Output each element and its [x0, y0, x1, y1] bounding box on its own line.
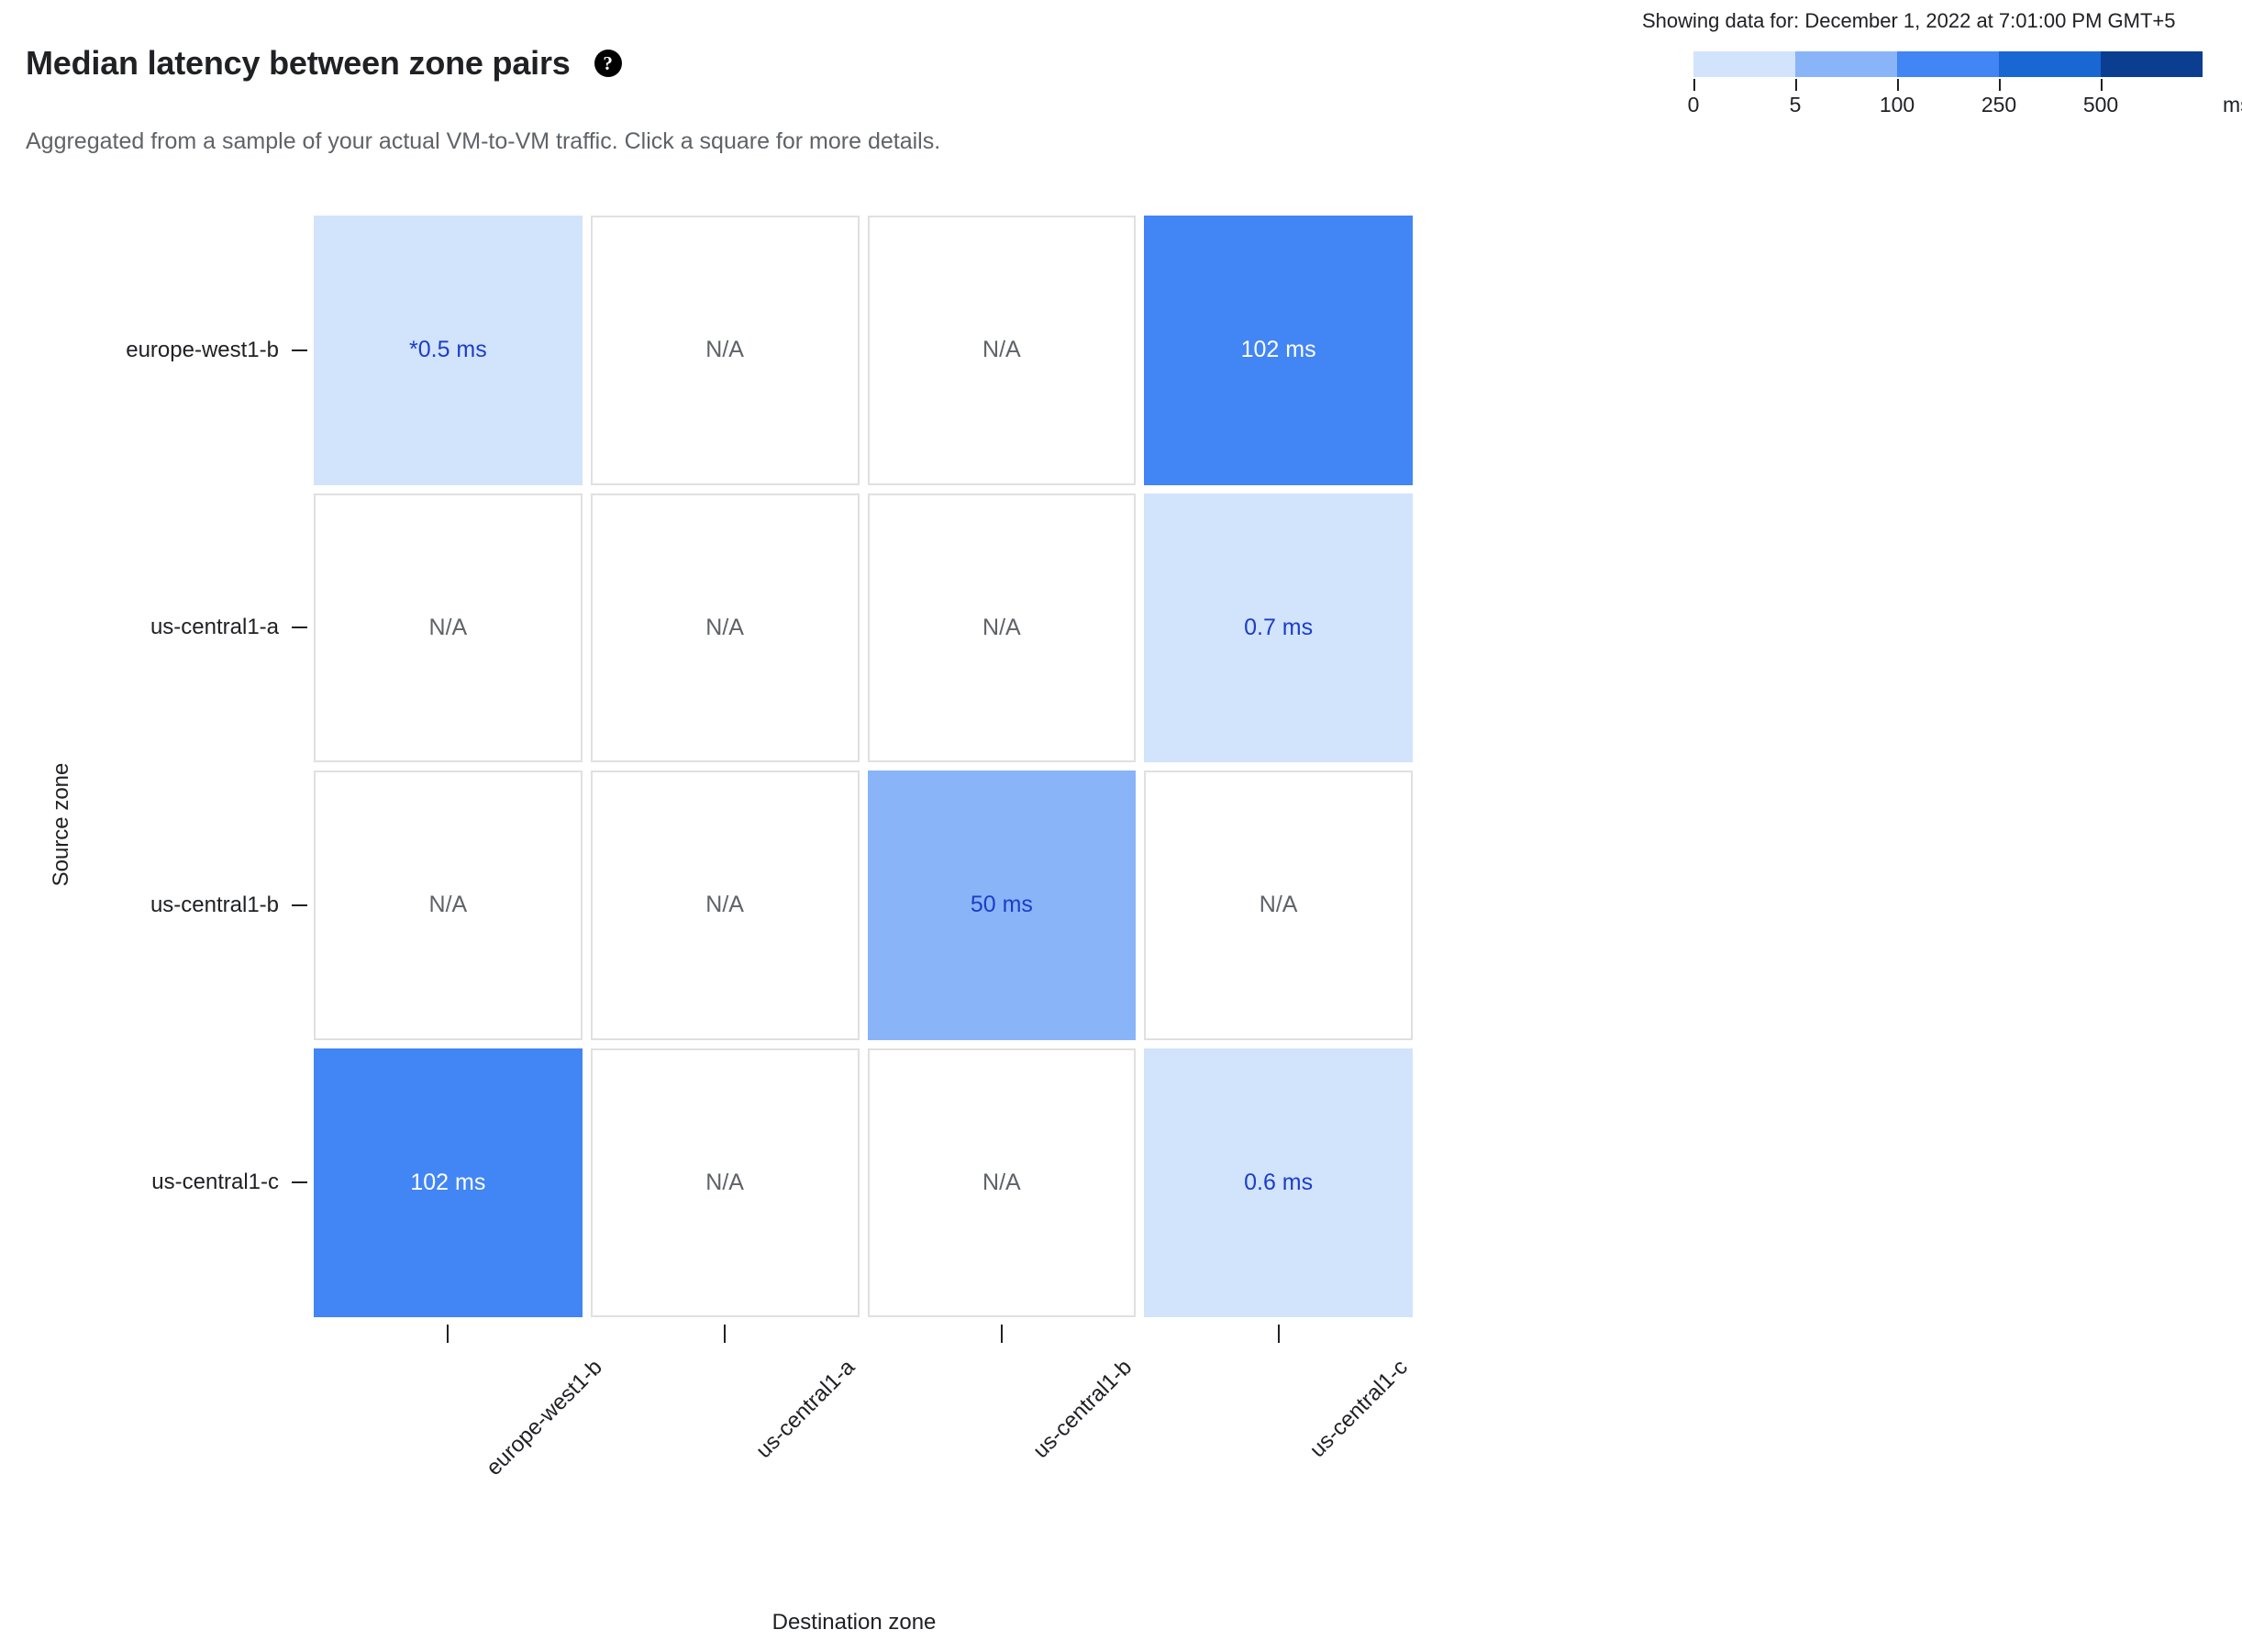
- y-axis-tick-mark: [292, 904, 307, 906]
- y-axis-tick-label: us-central1-c: [151, 1170, 279, 1195]
- heatmap-cell[interactable]: 102 ms: [314, 1048, 583, 1317]
- heatmap-grid: *0.5 ms N/A N/A 102 ms N/A N/A N/A 0.7 ms N/A N/A…: [314, 216, 1413, 1317]
- heatmap-cell[interactable]: N/A: [867, 1048, 1137, 1317]
- heatmap-cell[interactable]: N/A: [867, 216, 1137, 485]
- heatmap-cell[interactable]: N/A: [590, 493, 860, 762]
- legend-tick-label-4: 500: [2082, 93, 2119, 116]
- legend-tick-mark-0: [1693, 79, 1695, 91]
- header: Median latency between zone pairs ?: [26, 44, 622, 83]
- y-axis-tick-label: us-central1-b: [150, 892, 279, 917]
- heatmap-cell[interactable]: 102 ms: [1144, 216, 1413, 485]
- heatmap-cell[interactable]: N/A: [314, 771, 583, 1040]
- heatmap-cell[interactable]: N/A: [590, 771, 860, 1040]
- heatmap-cell[interactable]: N/A: [590, 216, 860, 485]
- x-axis-tick-label: us-central1-c: [1304, 1355, 1413, 1463]
- legend-tick-mark-4: [2101, 79, 2103, 91]
- x-axis-tick-label: europe-west1-b: [482, 1355, 608, 1481]
- y-axis-tick-label: us-central1-a: [150, 615, 279, 640]
- heatmap-cell[interactable]: N/A: [590, 1048, 860, 1317]
- legend-band-0: [1693, 51, 1795, 77]
- x-axis-tick-label: us-central1-a: [751, 1355, 860, 1464]
- legend-band-1: [1795, 51, 1897, 77]
- heatmap-cell[interactable]: N/A: [314, 493, 583, 762]
- legend-band-2: [1897, 51, 1999, 77]
- heatmap-cell[interactable]: 0.7 ms: [1144, 493, 1413, 762]
- legend-tick-mark-1: [1795, 79, 1797, 91]
- legend: Showing data for: December 1, 2022 at 7:…: [1635, 9, 2242, 124]
- legend-tick-labels: ms 0 5 100 250 500: [1688, 93, 2242, 124]
- legend-band-3: [1999, 51, 2101, 77]
- legend-tick-label-3: 250: [1981, 93, 2017, 116]
- legend-color-bands: [1693, 51, 2203, 77]
- heatmap-cell[interactable]: 0.6 ms: [1144, 1048, 1413, 1317]
- x-axis-tick-mark: [1277, 1325, 1280, 1343]
- page-title: Median latency between zone pairs: [26, 44, 571, 82]
- y-axis-title: Source zone: [49, 762, 73, 887]
- page-subtitle: Aggregated from a sample of your actual …: [26, 128, 941, 154]
- legend-unit-label: ms: [2223, 93, 2242, 116]
- legend-caption: Showing data for: December 1, 2022 at 7:…: [1642, 9, 2176, 32]
- legend-tick-mark-2: [1897, 79, 1899, 91]
- legend-tick-mark-3: [1999, 79, 2001, 91]
- heatmap-cell[interactable]: *0.5 ms: [314, 216, 583, 485]
- y-axis-tick-mark: [292, 1181, 307, 1184]
- x-axis-tick-mark: [447, 1325, 450, 1343]
- legend-tick-label-1: 5: [1789, 93, 1802, 116]
- y-axis-tick-label: europe-west1-b: [126, 337, 279, 362]
- y-axis-tick-mark: [292, 349, 307, 351]
- y-axis-tick-mark: [292, 626, 307, 629]
- legend-band-4: [2101, 51, 2203, 77]
- heatmap-cell[interactable]: 50 ms: [867, 771, 1137, 1040]
- x-axis-tick-mark: [724, 1325, 727, 1343]
- help-circle-icon[interactable]: ?: [594, 50, 622, 77]
- x-axis-tick-mark: [1000, 1325, 1003, 1343]
- legend-tick-label-2: 100: [1879, 93, 1915, 116]
- legend-color-scale: ms 0 5 100 250 500: [1688, 51, 2242, 124]
- legend-tick-label-0: 0: [1687, 93, 1700, 116]
- heatmap-cell[interactable]: N/A: [1144, 771, 1413, 1040]
- heatmap-cell[interactable]: N/A: [867, 493, 1137, 762]
- x-axis-tick-label: us-central1-b: [1027, 1355, 1138, 1464]
- legend-tick-marks: [1693, 77, 2203, 91]
- x-axis-title: Destination zone: [771, 1610, 937, 1635]
